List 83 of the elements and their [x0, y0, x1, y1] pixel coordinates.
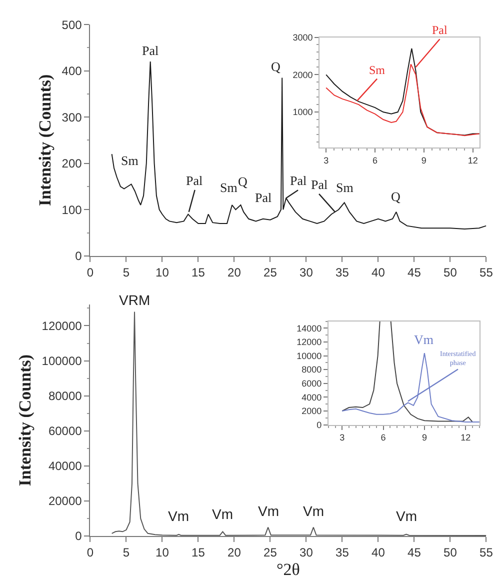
annotation: Pal: [311, 177, 328, 192]
y-tick-label: 400: [62, 64, 82, 78]
x-tick-label: 20: [228, 265, 242, 280]
x-tick-label: 9: [421, 155, 426, 166]
x-tick-label: 35: [336, 545, 350, 560]
y-axis-title: Intensity (Counts): [35, 74, 54, 206]
line-series: [111, 311, 486, 536]
x-tick-label: 25: [264, 545, 278, 560]
x-tick-label: 40: [372, 265, 386, 280]
line-series: [342, 352, 480, 422]
y-tick-label: 2000: [302, 406, 322, 416]
annotation: Vm: [212, 506, 233, 522]
annotation: Vm: [303, 503, 324, 519]
y-tick-label: 1000: [292, 107, 313, 118]
y-tick-label: 12000: [296, 337, 322, 348]
line-series: [111, 61, 486, 230]
annotation: Pal: [432, 23, 448, 37]
x-tick-label: 55: [480, 265, 494, 280]
y-tick-label: 60000: [48, 424, 82, 438]
y-tick-label: 14000: [296, 323, 322, 334]
x-axis-title: °2θ: [276, 560, 300, 579]
x-tick-label: 12: [460, 432, 471, 443]
x-tick-label: 25: [264, 265, 278, 280]
x-tick-label: 5: [122, 545, 130, 560]
x-tick-label: 6: [380, 432, 386, 443]
x-tick-label: 3: [324, 155, 329, 166]
x-tick-label: 9: [422, 432, 427, 443]
y-tick-label: 0: [75, 249, 82, 264]
x-tick-label: 10: [156, 545, 170, 560]
x-tick-label: 55: [480, 545, 494, 560]
x-tick-label: 10: [156, 265, 170, 280]
annotation: Sm: [220, 180, 238, 195]
x-tick-label: 20: [228, 545, 242, 560]
annotation: Pal: [255, 190, 272, 205]
y-tick-label: 100000: [42, 354, 82, 368]
x-tick-label: 30: [300, 545, 314, 560]
y-tick-label: 10000: [296, 350, 322, 361]
annotation: Pal: [142, 43, 159, 58]
y-axis-title: Intensity (Counts): [15, 354, 34, 486]
annotation: Sm: [121, 153, 138, 168]
y-tick-label: 100: [62, 202, 82, 217]
x-tick-label: 45: [408, 265, 422, 280]
x-tick-label: 30: [300, 265, 314, 280]
line-series: [326, 64, 480, 136]
annotation: Vm: [414, 332, 434, 347]
x-tick-label: 15: [192, 265, 206, 280]
x-tick-label: 50: [444, 265, 458, 280]
y-tick-label: 0: [75, 529, 82, 544]
annotation: Q: [238, 174, 248, 189]
y-tick-label: 200: [62, 156, 82, 171]
y-tick-label: 6000: [302, 378, 322, 389]
annotation: VRM: [119, 292, 150, 308]
y-tick-label: 40000: [48, 459, 82, 474]
x-tick-label: 40: [372, 545, 386, 560]
y-tick-label: 8000: [302, 364, 322, 375]
x-tick-label: 35: [336, 265, 350, 280]
annotation: Pal: [290, 173, 307, 188]
annotation: Sm: [369, 63, 386, 77]
annotation: Pal: [186, 173, 203, 188]
x-tick-label: 6: [372, 155, 378, 166]
annotation: Q: [271, 59, 281, 74]
x-tick-label: 15: [192, 545, 206, 560]
annotation: Vm: [258, 503, 279, 519]
y-tick-label: 120000: [42, 318, 82, 333]
x-tick-label: 3: [340, 432, 345, 443]
y-tick-label: 80000: [48, 389, 82, 404]
y-tick-label: 4000: [302, 392, 322, 402]
y-tick-label: 20000: [48, 494, 82, 508]
y-tick-label: 300: [62, 110, 82, 124]
y-tick-label: 500: [62, 18, 82, 32]
x-tick-label: 0: [86, 265, 94, 280]
y-tick-label: 3000: [292, 32, 313, 42]
annotation: Vm: [396, 508, 417, 524]
x-tick-label: 5: [122, 265, 130, 280]
y-tick-label: 0: [316, 420, 322, 430]
x-tick-label: 50: [444, 545, 458, 560]
y-tick-label: 2000: [292, 70, 313, 80]
x-tick-label: 12: [468, 155, 478, 166]
x-tick-label: 0: [86, 545, 94, 560]
annotation: Q: [391, 189, 401, 204]
annotation: Sm: [336, 180, 354, 195]
x-tick-label: 45: [408, 545, 422, 560]
annotation: Vm: [168, 508, 189, 524]
